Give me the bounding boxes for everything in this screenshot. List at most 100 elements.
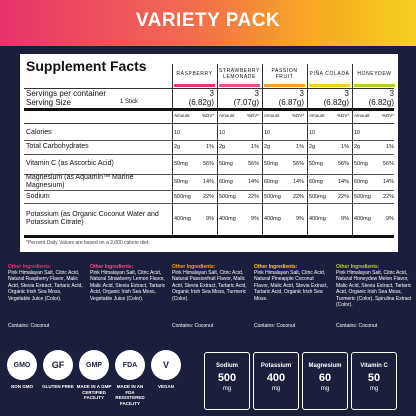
servings-label: Servings per container — [26, 89, 107, 98]
daily-value: 56% — [337, 161, 349, 167]
flavor-name: PIÑA COLADA — [309, 71, 350, 77]
rule — [24, 140, 394, 141]
amount-header: Amount — [309, 113, 325, 118]
ingredients-heading: Other Ingredients: — [254, 264, 298, 270]
ingredients-heading: Other Ingredients: — [8, 264, 52, 270]
row-label: Magnesium (as Aquamin™ Marine Magnesium) — [26, 174, 134, 189]
facts-panel — [20, 54, 398, 252]
dv-header: %DV* — [336, 113, 349, 118]
ingredients-text: Pink Himalayan Salt, Citric Acid, Natura… — [8, 270, 83, 302]
daily-value: 9% — [206, 216, 214, 222]
flavor-bar — [174, 84, 215, 87]
amount: 500mg — [219, 193, 236, 200]
col-divider — [352, 64, 353, 236]
amount: 2g — [264, 144, 271, 150]
nutrient-unit: mg — [271, 386, 281, 392]
flavor-name: HONEYDEW — [357, 71, 392, 77]
rule — [24, 154, 394, 155]
daily-value: 14% — [202, 179, 214, 185]
amount: 60mg — [309, 179, 323, 185]
badge-label: MADE IN AN FDA REGISTERED FACILITY — [115, 384, 145, 406]
amount: 400mg — [174, 216, 191, 222]
amount: 10 — [174, 130, 181, 136]
daily-value: 9% — [341, 216, 349, 222]
daily-value: 1% — [251, 144, 259, 150]
amount: 2g — [309, 144, 316, 150]
footnote: *Percent Daily Values are based on a 2,0… — [26, 240, 150, 246]
row-label: Vitamin C (as Ascorbic Acid) — [26, 160, 114, 167]
nutrient-name: Potassium — [260, 363, 292, 369]
daily-value: 1% — [341, 144, 349, 150]
flavor-bar — [309, 84, 350, 87]
ingredients-text: Pink Himalayan Salt, Citric Acid, Natura… — [336, 270, 412, 309]
nutrient-value: 60 — [318, 372, 332, 384]
nutrient-value: 400 — [266, 372, 286, 384]
serving-weight: (6.82g) — [323, 98, 349, 107]
daily-value: 1% — [296, 144, 304, 150]
ingredients-heading: Other Ingredients: — [90, 264, 134, 270]
amount: 400mg — [309, 216, 326, 222]
contains: Contains: Coconut — [254, 323, 296, 329]
row-label: Calories — [26, 129, 52, 136]
contains: Contains: Coconut — [336, 323, 378, 329]
badge-icon: GMP — [79, 350, 109, 380]
flavor-name: STRAWBERRY LEMONADE — [218, 68, 260, 80]
flavor-name: RASPBERRY — [176, 71, 213, 77]
thick-rule — [24, 108, 394, 111]
ingredients-text: Pink Himalayan Salt, Citric Acid, Natura… — [254, 270, 328, 302]
amount: 400mg — [219, 216, 236, 222]
ingredients-heading: Other Ingredients: — [172, 264, 216, 270]
rule — [24, 123, 394, 124]
rule — [24, 174, 394, 175]
col-divider — [217, 64, 218, 236]
amount: 50mg — [354, 161, 368, 167]
daily-value: 56% — [292, 161, 304, 167]
servings-value: 3 — [389, 89, 394, 98]
badge-icon: FDA — [115, 350, 145, 380]
facts-title: Supplement Facts — [26, 58, 147, 74]
amount: 10 — [264, 130, 271, 136]
daily-value: 9% — [386, 216, 394, 222]
row-label: Sodium — [26, 192, 50, 200]
nutrient-value: 50 — [367, 372, 381, 384]
row-label: Total Carbohydrates — [26, 143, 89, 150]
amount: 10 — [219, 130, 226, 136]
amount: 50mg — [219, 161, 233, 167]
amount-header: Amount — [264, 113, 280, 118]
badge-icon: V — [151, 350, 181, 380]
serving-weight: (6.87g) — [278, 98, 304, 107]
amount: 500mg — [309, 193, 326, 200]
col-divider — [262, 64, 263, 236]
rule — [24, 203, 394, 204]
contains: Contains: Coconut — [8, 323, 50, 329]
nutrient-value: 500 — [217, 372, 237, 384]
daily-value: 9% — [251, 216, 259, 222]
nutrient-unit: mg — [222, 386, 232, 392]
servings-value: 3 — [299, 89, 304, 98]
badge-icon: GF — [43, 350, 73, 380]
amount: 2g — [354, 144, 361, 150]
daily-value: 22% — [202, 193, 214, 200]
amount-header: Amount — [354, 113, 370, 118]
nutrient-box — [351, 352, 397, 410]
amount-header: Amount — [174, 113, 190, 118]
amount: 2g — [174, 144, 181, 150]
col-divider — [307, 64, 308, 236]
thick-rule — [24, 235, 394, 238]
amount: 400mg — [354, 216, 371, 222]
serving-weight: (6.82g) — [188, 98, 214, 107]
nutrient-unit: mg — [320, 386, 330, 392]
rule — [24, 190, 394, 191]
flavor-bar — [354, 84, 395, 87]
dv-header: %DV* — [381, 113, 394, 118]
daily-value: 14% — [382, 179, 394, 185]
daily-value: 56% — [202, 161, 214, 167]
amount: 500mg — [174, 193, 191, 200]
amount-header: Amount — [219, 113, 235, 118]
daily-value: 14% — [247, 179, 259, 185]
amount: 10 — [354, 130, 361, 136]
amount: 500mg — [264, 193, 281, 200]
servings-value: 3 — [254, 89, 259, 98]
nutrient-box — [204, 352, 250, 410]
col-divider — [172, 64, 173, 236]
